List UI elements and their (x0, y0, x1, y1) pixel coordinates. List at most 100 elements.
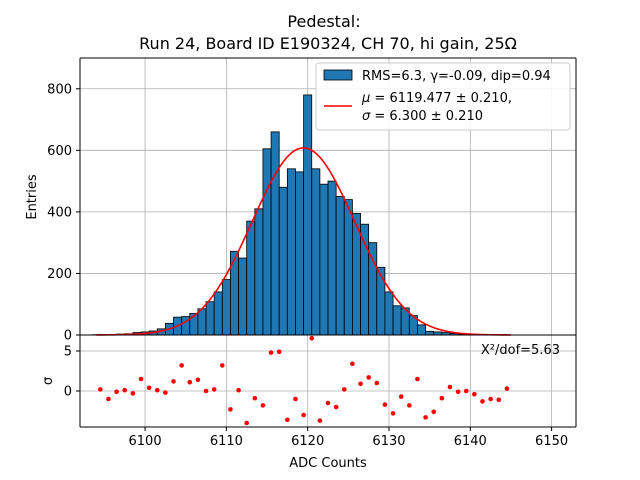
legend-hist-label: RMS=6.3, γ=-0.09, dip=0.94 (362, 69, 551, 84)
residual-point (472, 391, 477, 397)
residual-point (268, 350, 274, 355)
histogram-bar (425, 330, 435, 336)
residual-point (260, 403, 266, 408)
residual-point (98, 387, 103, 392)
x-tick-label: 6140 (454, 434, 487, 449)
legend-fit-sigma-text: = 6.300 ± 0.210 (370, 109, 483, 124)
histogram-bar (197, 308, 207, 336)
x-tick-label: 6110 (210, 434, 243, 449)
residual-point (154, 387, 160, 393)
residual-point (366, 375, 371, 380)
y-axis-label-sigma: σ (41, 377, 56, 385)
residual-point (480, 399, 485, 404)
histogram-bar (376, 266, 386, 336)
histogram-bar (368, 242, 378, 336)
histogram-bar (286, 168, 296, 336)
residual-point (439, 395, 445, 401)
residual-point (301, 412, 306, 418)
y-axis-label-entries: Entries (25, 174, 40, 220)
residual-point (333, 404, 339, 410)
histogram-bar (327, 180, 337, 336)
residual-point (130, 391, 136, 396)
residual-point (122, 387, 128, 393)
residual-point (496, 397, 502, 403)
x-axis-label: ADC Counts (289, 456, 367, 471)
histogram-bar (311, 168, 321, 336)
y-tick-label: 400 (47, 205, 72, 220)
x-tick-label: 6100 (129, 434, 162, 449)
main-axes-frame (79, 57, 577, 336)
residual-point (447, 384, 453, 390)
residual-point (114, 389, 119, 395)
residual-point (463, 388, 469, 394)
residual-y-ticks: 05 (64, 345, 80, 400)
residual-point (390, 411, 396, 416)
y-tick-label: 200 (47, 267, 72, 282)
residual-point (455, 389, 461, 395)
residual-point (219, 363, 225, 368)
histogram-bar (295, 171, 305, 336)
residual-point (398, 394, 404, 399)
residual-point (415, 376, 420, 382)
y-tick-label: 0 (64, 329, 72, 344)
residual-point (195, 377, 201, 383)
residual-point (423, 415, 428, 420)
residual-point (244, 420, 249, 426)
main-y-ticks: 0 200 400 600 800 (47, 82, 80, 344)
y-tick-label: 5 (64, 345, 72, 360)
residual-point (138, 376, 144, 382)
legend-fit-mu-text: = 6119.477 ± 0.210, (370, 91, 512, 106)
residual-point (211, 387, 217, 392)
residual-point (203, 388, 209, 394)
histogram-bar (262, 148, 272, 336)
x-ticks: 6100 6110 6120 6130 6140 6150 (129, 427, 568, 449)
residual-point (407, 403, 412, 408)
residual-point (317, 418, 323, 423)
histogram-bar (246, 220, 256, 336)
histogram-bar (392, 305, 402, 336)
residual-point (236, 387, 241, 393)
residual-point (293, 396, 298, 402)
chart-title-line2: Run 24, Board ID E190324, CH 70, hi gain… (139, 34, 517, 53)
residual-point (187, 379, 193, 385)
legend-fit-mu-symbol: μ (361, 91, 370, 106)
histogram-bar (238, 257, 248, 336)
histogram-bar (335, 196, 345, 336)
residual-point (382, 402, 388, 407)
residual-point (431, 409, 437, 415)
residual-point (163, 390, 168, 395)
residual-point (341, 387, 347, 392)
x-tick-label: 6120 (291, 434, 324, 449)
histogram-bar (278, 186, 288, 336)
residual-point (309, 335, 315, 341)
residual-point (285, 417, 290, 423)
histogram-bar (343, 199, 353, 336)
residual-point (325, 400, 331, 406)
histogram-bar (360, 223, 370, 336)
residual-point (146, 385, 152, 391)
histogram-bar (270, 131, 280, 336)
residual-point (179, 363, 184, 368)
histogram-bar (319, 183, 329, 336)
x-tick-label: 6130 (372, 434, 405, 449)
residual-grid (80, 335, 576, 427)
y-tick-label: 0 (64, 385, 72, 400)
residual-point (358, 381, 363, 387)
x-tick-label: 6150 (535, 434, 568, 449)
residual-point (350, 361, 355, 367)
chart-title-line1: Pedestal: (287, 12, 360, 31)
y-tick-label: 600 (47, 144, 72, 159)
legend-hist-swatch (323, 69, 353, 81)
residual-point (276, 349, 282, 355)
y-tick-label: 800 (47, 82, 72, 97)
histogram-bar (254, 208, 264, 336)
histogram-bar (384, 291, 394, 336)
histogram-bar (221, 279, 231, 336)
gaussian-fit-curve (96, 147, 511, 336)
residual-axes-frame (79, 335, 577, 428)
legend-fit-sigma-symbol: σ (362, 109, 371, 124)
histogram-bar (205, 301, 215, 336)
legend-fit-mu-line: μ = 6119.477 ± 0.210, (361, 91, 512, 106)
legend-fit-sigma-line: σ = 6.300 ± 0.210 (362, 109, 483, 124)
